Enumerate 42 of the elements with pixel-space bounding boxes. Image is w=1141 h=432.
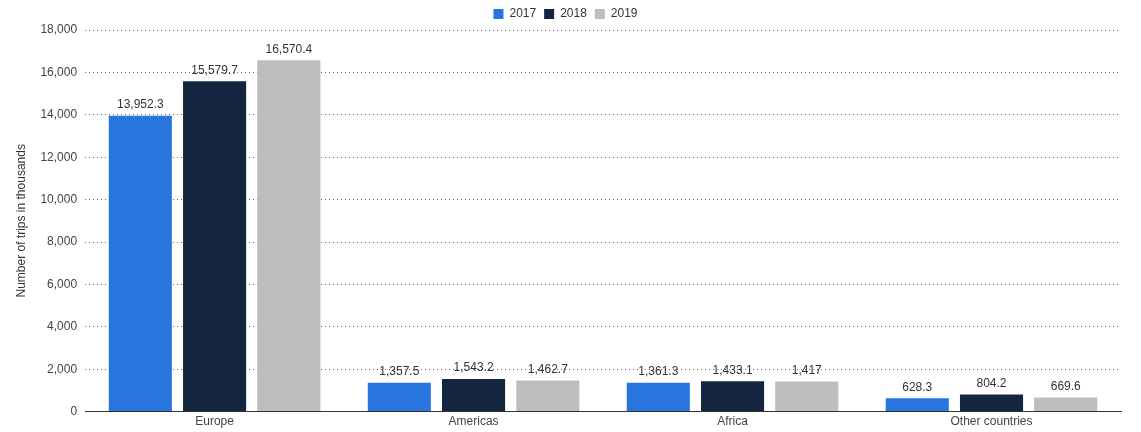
x-tick-label: Other countries [950,414,1033,429]
y-tick-label: 12,000 [40,149,78,164]
data-label: 1,361.3 [638,364,679,379]
bar [885,398,949,412]
bar [183,81,247,412]
x-tick-label: Americas [448,414,499,429]
data-label: 1,357.5 [379,364,420,379]
y-tick-label: 0 [70,403,78,418]
bar [442,378,506,412]
x-tick-label: Africa [717,414,749,429]
data-label: 1,462.7 [527,361,569,376]
bar [516,380,580,412]
bar [108,115,172,412]
y-tick-label: 8,000 [47,234,78,249]
y-tick-label: 14,000 [40,107,78,122]
data-label: 1,417 [791,362,823,377]
data-label: 804.2 [976,375,1007,390]
legend-label: 2018 [560,6,588,21]
x-tick-label: Europe [195,414,235,429]
data-label: 15,579.7 [191,62,239,77]
bar [367,382,431,412]
bar [626,382,690,412]
y-axis-title: Number of trips in thousands [13,144,28,298]
bar [1034,397,1098,412]
bar [775,381,839,412]
data-label: 16,570.4 [265,41,313,56]
data-label: 1,433.1 [712,362,753,377]
data-label: 13,952.3 [116,97,165,112]
y-tick-label: 2,000 [47,361,78,376]
data-label: 669.6 [1050,378,1082,393]
data-label: 628.3 [902,379,933,394]
legend-label: 2019 [610,6,638,21]
bar [959,394,1024,412]
y-tick-label: 4,000 [47,319,78,334]
bar [257,60,321,412]
y-tick-label: 18,000 [40,22,78,37]
data-label: 1,543.2 [453,360,494,375]
y-tick-label: 16,000 [40,64,78,79]
y-tick-label: 10,000 [40,191,78,206]
bar [700,381,765,412]
y-tick-label: 6,000 [47,276,78,291]
legend-label: 2017 [509,6,537,21]
